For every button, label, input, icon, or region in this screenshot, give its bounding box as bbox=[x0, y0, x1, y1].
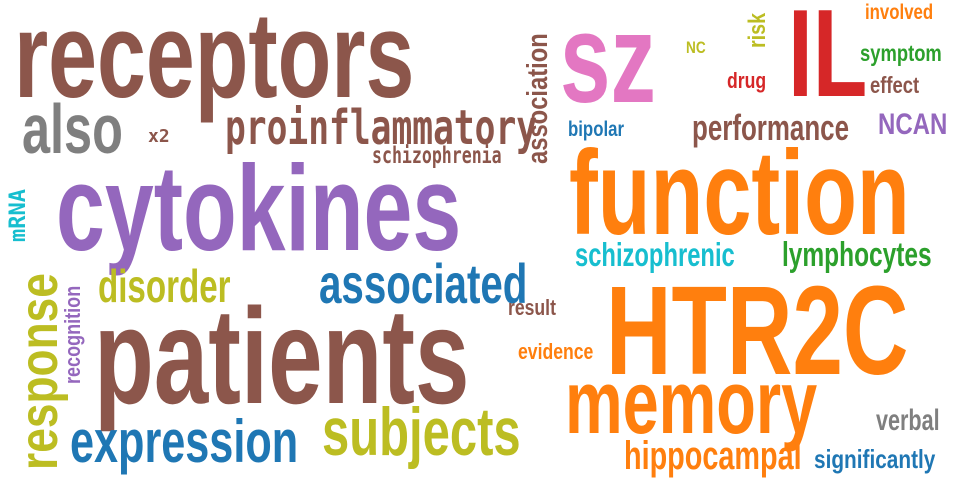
word-performance: performance bbox=[692, 107, 850, 148]
word-symptom: symptom bbox=[860, 40, 942, 66]
word-recognition: recognition bbox=[60, 285, 85, 384]
word-risk: risk bbox=[744, 12, 771, 49]
word-sz: sz bbox=[560, 0, 656, 129]
word-verbal: verbal bbox=[876, 404, 940, 437]
word-associated: associated bbox=[319, 252, 528, 315]
word-bipolar: bipolar bbox=[568, 118, 625, 141]
word-expression: expression bbox=[70, 408, 299, 475]
word-lymphocytes: lymphocytes bbox=[782, 236, 932, 274]
word-involved: involved bbox=[865, 1, 934, 24]
word-disorder: disorder bbox=[98, 260, 231, 312]
word-mrna: mRNA bbox=[6, 189, 31, 242]
word-receptors: receptors bbox=[14, 0, 415, 123]
word-il: IL bbox=[788, 0, 868, 123]
word-drug: drug bbox=[727, 68, 767, 93]
word-x2: x2 bbox=[148, 126, 170, 147]
word-function: function bbox=[569, 126, 910, 260]
word-significantly: significantly bbox=[814, 444, 936, 474]
word-subjects: subjects bbox=[322, 394, 521, 470]
word-nc: NC bbox=[686, 38, 706, 57]
word-cytokines: cytokines bbox=[56, 140, 462, 276]
word-also: also bbox=[22, 90, 123, 168]
word-proinflammatory: proinflammatory bbox=[225, 100, 538, 156]
word-effect: effect bbox=[870, 72, 920, 98]
word-hippocampal: hippocampal bbox=[624, 434, 802, 478]
word-schizophrenia: schizophrenia bbox=[372, 143, 502, 169]
word-result: result bbox=[508, 295, 556, 320]
word-evidence: evidence bbox=[518, 339, 594, 364]
word-memory: memory bbox=[565, 353, 818, 453]
word-response: response bbox=[9, 273, 69, 470]
word-ncan: NCAN bbox=[878, 108, 948, 141]
word-schizophrenic: schizophrenic bbox=[575, 236, 735, 273]
word-patients: patients bbox=[94, 280, 470, 432]
word-htr2c: HTR2C bbox=[606, 260, 909, 401]
